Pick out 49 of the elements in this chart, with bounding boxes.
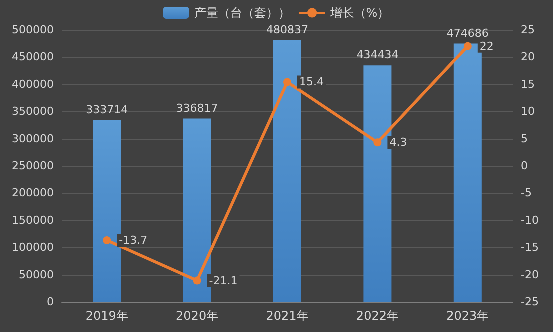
- y2-tick-label: 5: [521, 132, 528, 146]
- legend-label: 产量（台（套））: [194, 6, 290, 20]
- x-tick-label: 2020年: [176, 309, 219, 323]
- y2-tick-label: -10: [521, 214, 539, 227]
- data-label: 4.3: [390, 136, 408, 150]
- data-label: 333714: [86, 103, 128, 116]
- y2-tick-label: 0: [521, 160, 528, 172]
- point: [284, 78, 292, 86]
- x-tick-label: 2023年: [446, 309, 490, 323]
- y2-tick-label: -25: [521, 296, 539, 308]
- y-tick-label: 400000: [12, 78, 54, 91]
- y-tick-label: 100000: [12, 241, 54, 254]
- data-label: 480837: [266, 23, 308, 36]
- data-label: 474686: [446, 26, 489, 40]
- y-tick-label: 300000: [12, 132, 54, 146]
- y2-tick-label: -15: [521, 241, 539, 254]
- x-tick-label: 2022年: [356, 309, 399, 323]
- y2-tick-label: 10: [521, 105, 535, 118]
- y-tick-label: 500000: [12, 24, 54, 36]
- y-tick-label: 150000: [12, 214, 54, 227]
- y2-tick-label: 25: [521, 24, 535, 36]
- x-tick-label: 2019年: [86, 309, 128, 323]
- bar: [274, 40, 302, 302]
- data-label: 15.4: [300, 76, 324, 89]
- data-label: 434434: [356, 48, 399, 62]
- data-label: 22: [480, 40, 494, 53]
- y-tick-label: 350000: [12, 105, 54, 118]
- point: [464, 42, 472, 50]
- legend-label: 增长（%）: [329, 6, 390, 20]
- point: [193, 276, 202, 285]
- bar: [454, 44, 482, 302]
- bar: [93, 120, 122, 302]
- point: [103, 236, 112, 245]
- y2-tick-label: 20: [521, 50, 535, 64]
- y-tick-label: 450000: [12, 50, 54, 64]
- y2-tick-label: -5: [521, 186, 532, 200]
- y-tick-label: 0: [47, 296, 54, 308]
- data-label: 336817: [176, 102, 218, 115]
- point: [374, 138, 382, 147]
- y-tick-label: 50000: [19, 268, 54, 282]
- data-label: -13.7: [119, 234, 148, 248]
- y2-tick-label: 15: [521, 78, 535, 91]
- y2-tick-label: -20: [521, 268, 539, 282]
- x-tick-label: 2021年: [266, 309, 309, 323]
- data-label: -21.1: [209, 274, 238, 288]
- bar: [364, 66, 392, 302]
- bar: [183, 118, 212, 302]
- y-tick-label: 200000: [12, 186, 54, 200]
- y-tick-label: 250000: [12, 160, 54, 172]
